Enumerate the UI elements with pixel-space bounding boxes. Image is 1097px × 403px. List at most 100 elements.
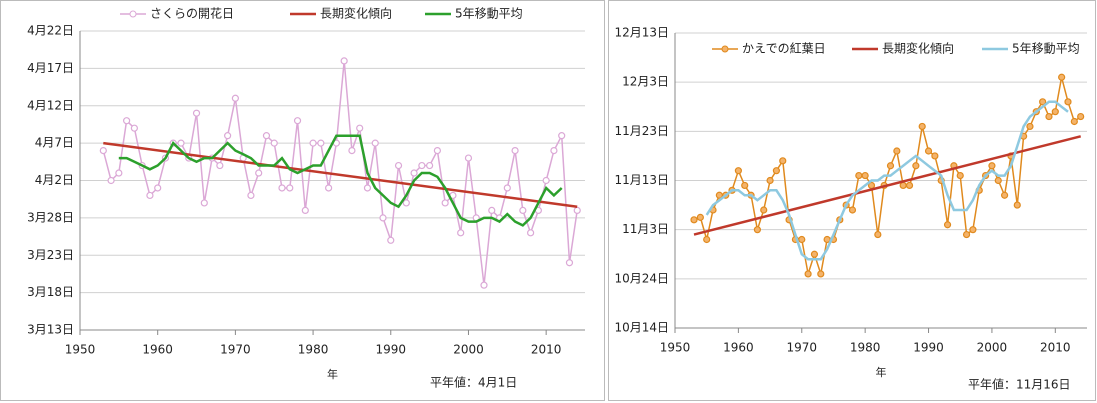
point xyxy=(418,161,426,170)
point xyxy=(192,109,201,117)
legend-marker xyxy=(721,45,729,53)
point xyxy=(1026,122,1034,131)
point xyxy=(918,122,926,131)
y-tick-label: 11月13日 xyxy=(614,173,669,187)
point xyxy=(798,235,806,244)
point xyxy=(325,184,333,192)
point xyxy=(1051,108,1059,116)
point xyxy=(270,139,278,147)
point xyxy=(1045,112,1053,121)
point xyxy=(558,132,566,140)
series-line xyxy=(705,100,1069,261)
series-line xyxy=(118,134,563,227)
point xyxy=(301,206,309,214)
point xyxy=(924,147,933,155)
x-tick-label: 2000 xyxy=(977,341,1008,355)
y-tick-label: 4月2日 xyxy=(35,173,74,187)
point xyxy=(565,259,574,267)
x-tick-label: 2000 xyxy=(453,343,484,357)
point xyxy=(317,139,325,147)
point xyxy=(573,206,581,214)
point xyxy=(905,181,914,190)
x-axis-label: 年 xyxy=(876,365,887,379)
point xyxy=(962,230,971,239)
x-tick-label: 1960 xyxy=(723,341,754,355)
point xyxy=(464,154,473,162)
point xyxy=(1070,117,1078,126)
legend-label: 5年移動平均 xyxy=(455,7,523,21)
point xyxy=(943,221,952,229)
x-tick-label: 2010 xyxy=(1040,341,1071,355)
x-tick-label: 1950 xyxy=(65,343,96,357)
point xyxy=(146,191,154,200)
y-tick-label: 11月23日 xyxy=(614,124,669,138)
point xyxy=(309,139,317,147)
legend-label: 長期変化傾向 xyxy=(320,6,392,21)
x-tick-label: 1990 xyxy=(913,341,944,355)
point xyxy=(224,132,232,140)
legend-label: 5年移動平均 xyxy=(1012,42,1080,56)
point xyxy=(387,236,395,244)
y-tick-label: 3月28日 xyxy=(27,210,74,224)
point xyxy=(426,161,434,170)
point xyxy=(1039,98,1047,106)
point xyxy=(488,206,496,214)
point xyxy=(216,161,224,170)
point xyxy=(278,184,286,192)
point xyxy=(286,184,294,192)
point xyxy=(123,117,131,125)
point xyxy=(154,184,162,192)
point xyxy=(696,213,704,221)
point xyxy=(988,162,996,170)
legend-label: さくらの開花日 xyxy=(150,6,234,21)
point xyxy=(912,162,920,170)
x-tick-label: 1950 xyxy=(660,341,691,355)
point xyxy=(734,167,742,175)
point xyxy=(410,169,418,177)
point xyxy=(804,270,812,278)
x-tick-label: 1980 xyxy=(298,343,329,357)
y-tick-label: 10月24日 xyxy=(614,271,669,285)
y-tick-label: 4月12日 xyxy=(27,98,74,112)
x-tick-label: 1990 xyxy=(375,343,406,357)
y-tick-label: 4月22日 xyxy=(27,24,74,38)
point xyxy=(262,132,271,140)
point xyxy=(741,181,749,190)
x-tick-label: 1970 xyxy=(786,341,817,355)
point xyxy=(293,117,302,125)
x-axis-label: 年 xyxy=(327,367,338,381)
x-tick-label: 1980 xyxy=(850,341,881,355)
point xyxy=(893,147,901,155)
left-panel xyxy=(0,0,605,401)
point xyxy=(130,124,138,132)
point xyxy=(348,147,356,155)
point xyxy=(855,171,863,180)
annotation: 平年値：11月16日 xyxy=(968,377,1071,392)
point xyxy=(899,181,907,190)
point xyxy=(394,161,403,170)
y-tick-label: 3月18日 xyxy=(27,285,74,299)
point xyxy=(703,235,711,244)
point xyxy=(433,147,441,155)
point xyxy=(848,206,857,214)
point xyxy=(519,206,527,214)
point xyxy=(340,57,348,65)
point xyxy=(363,184,372,192)
point xyxy=(177,139,185,147)
point xyxy=(356,124,364,132)
annotation: 平年値：4月1日 xyxy=(430,375,517,390)
point xyxy=(874,230,882,239)
point xyxy=(511,147,519,155)
point xyxy=(886,162,895,170)
point xyxy=(861,171,869,180)
y-tick-label: 10月14日 xyxy=(614,321,669,335)
x-tick-label: 1960 xyxy=(142,343,173,357)
point xyxy=(441,199,449,207)
point xyxy=(1013,201,1021,209)
point xyxy=(200,199,208,207)
point xyxy=(1000,191,1009,199)
right-panel xyxy=(608,0,1096,401)
point xyxy=(247,191,255,200)
series-line xyxy=(103,141,578,208)
point xyxy=(1058,73,1066,81)
